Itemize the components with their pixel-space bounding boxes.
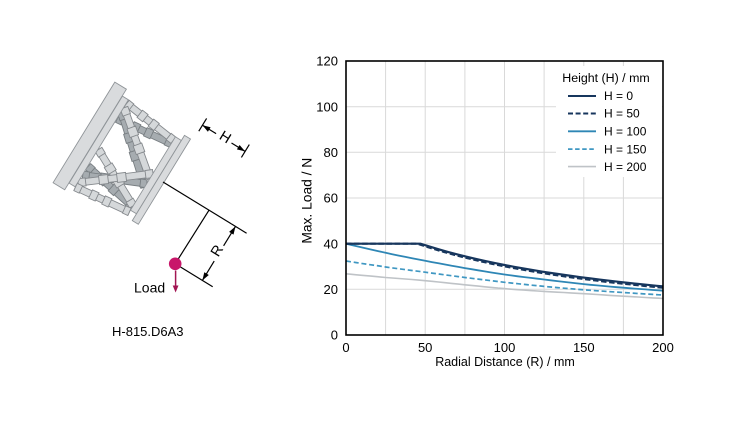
svg-text:Load: Load <box>134 280 165 296</box>
svg-text:H = 50: H = 50 <box>604 107 640 121</box>
svg-text:80: 80 <box>324 145 338 160</box>
svg-text:0: 0 <box>331 328 338 343</box>
svg-text:20: 20 <box>324 282 338 297</box>
svg-text:100: 100 <box>316 99 338 114</box>
svg-text:150: 150 <box>573 340 595 355</box>
svg-text:100: 100 <box>494 340 516 355</box>
svg-text:Max. Load / N: Max. Load / N <box>300 158 315 244</box>
svg-text:Radial Distance (R) / mm: Radial Distance (R) / mm <box>435 355 575 369</box>
svg-text:H = 150: H = 150 <box>604 142 647 156</box>
svg-text:0: 0 <box>342 340 349 355</box>
svg-text:200: 200 <box>652 340 674 355</box>
svg-text:H-815.D6A3: H-815.D6A3 <box>112 324 184 339</box>
svg-text:Height (H) / mm: Height (H) / mm <box>562 71 649 85</box>
svg-text:120: 120 <box>316 54 338 69</box>
svg-text:50: 50 <box>418 340 432 355</box>
svg-text:H = 100: H = 100 <box>604 125 647 139</box>
svg-text:H = 0: H = 0 <box>604 89 633 103</box>
svg-text:H = 200: H = 200 <box>604 160 647 174</box>
svg-text:60: 60 <box>324 191 338 206</box>
svg-text:40: 40 <box>324 236 338 251</box>
